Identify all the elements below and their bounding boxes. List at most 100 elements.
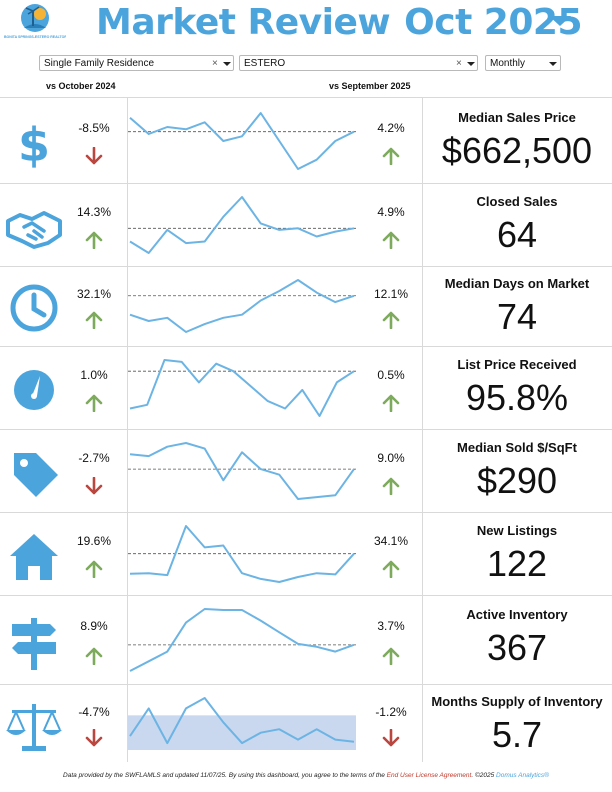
mom-change: 4.9% [377, 205, 405, 220]
trend-sparkline [128, 608, 356, 672]
eula-link[interactable]: End User License Agreement [386, 772, 472, 779]
metric-value: 5.7 [491, 714, 543, 756]
yoy-change: -2.7% [78, 451, 110, 466]
mom-change: -1.2% [375, 704, 407, 719]
metric-value: 95.8% [465, 376, 569, 418]
chevron-down-icon[interactable] [223, 62, 231, 66]
clear-icon[interactable]: × [456, 58, 462, 69]
area-select[interactable]: ESTERO × [239, 55, 478, 71]
house-icon [4, 526, 64, 586]
arrow-up-icon [382, 560, 400, 579]
metric-row: 19.6% 34.1% New Listings 122 [0, 513, 612, 595]
realtor-logo: BONITA SPRINGS-ESTERO REALTORS [4, 2, 66, 46]
normal-range-band [128, 715, 356, 750]
mom-change: 9.0% [377, 451, 405, 466]
yoy-change: 1.0% [80, 368, 108, 383]
row-divider [0, 429, 612, 430]
property-type-value: Single Family Residence [44, 58, 155, 69]
metric-value: $662,500 [441, 129, 593, 171]
yoy-change: 19.6% [76, 534, 112, 549]
footer-text: Data provided by the SWFLAMLS and update… [63, 772, 387, 779]
metric-row: -2.7% 9.0% Median Sold $/SqFt $290 [0, 430, 612, 512]
metric-label: Median Days on Market [444, 276, 590, 292]
trend-line [129, 608, 355, 672]
clock-icon [4, 278, 64, 338]
arrow-up-icon [85, 560, 103, 579]
clear-icon[interactable]: × [212, 58, 218, 69]
row-divider [0, 266, 612, 267]
row-divider [0, 512, 612, 513]
trend-line [129, 112, 355, 170]
arrow-up-icon [85, 647, 103, 665]
row-divider [0, 97, 612, 98]
metric-value: 122 [486, 542, 548, 584]
row-divider [0, 595, 612, 596]
yoy-header: vs October 2024 [46, 81, 116, 91]
yoy-change: 8.9% [80, 619, 108, 634]
metric-label: Median Sold $/SqFt [457, 439, 577, 455]
arrow-down-icon [85, 729, 103, 747]
logo-text: BONITA SPRINGS-ESTERO REALTORS [4, 35, 66, 39]
dollar-icon: $ [4, 113, 64, 173]
trend-sparkline [128, 279, 356, 333]
domus-link[interactable]: Domus Analytics® [496, 772, 549, 779]
arrow-up-icon [382, 647, 400, 665]
arrow-up-icon [382, 231, 400, 250]
metric-label: List Price Received [457, 356, 577, 372]
property-type-select[interactable]: Single Family Residence × [39, 55, 234, 71]
row-divider [0, 346, 612, 347]
metric-label: Months Supply of Inventory [431, 694, 603, 710]
page-title: Market Review Oct 2025 [96, 0, 583, 46]
arrow-up-icon [85, 231, 103, 250]
trend-line [129, 697, 355, 745]
yoy-change: 32.1% [76, 286, 112, 301]
svg-text:$: $ [18, 118, 50, 172]
row-divider [0, 183, 612, 184]
balance-scale-icon [4, 696, 64, 756]
period-value: Monthly [490, 58, 526, 69]
chevron-down-icon[interactable] [549, 62, 557, 66]
divider [422, 98, 423, 762]
mom-change: 12.1% [373, 286, 409, 301]
footer-text-2: . ©2025 [471, 772, 497, 779]
gauge-icon [4, 360, 64, 420]
metric-label: Active Inventory [466, 606, 568, 622]
mom-change: 3.7% [377, 619, 405, 634]
metric-value: 367 [486, 626, 548, 668]
trend-line [129, 279, 355, 333]
arrow-up-icon [382, 477, 400, 496]
metric-row: -4.7% -1.2% Months Supply of Inventory 5.7 [0, 685, 612, 763]
price-tag-icon [4, 443, 64, 503]
trend-sparkline [128, 112, 356, 170]
trend-line [129, 196, 355, 254]
arrow-up-icon [85, 394, 103, 413]
caret-down-icon[interactable] [549, 16, 571, 26]
chevron-down-icon[interactable] [467, 62, 475, 66]
metric-row: 14.3% 4.9% Closed Sales 64 [0, 184, 612, 266]
trend-line [129, 525, 355, 583]
trend-line [129, 442, 355, 500]
trend-sparkline [128, 359, 356, 417]
yoy-change: 14.3% [76, 205, 112, 220]
arrow-up-icon [382, 147, 400, 166]
metric-label: New Listings [476, 522, 558, 538]
metric-row: $ -8.5% 4.2% Median Sales Price $662,500 [0, 100, 612, 182]
arrow-down-icon [85, 146, 103, 165]
footer: Data provided by the SWFLAMLS and update… [0, 772, 612, 779]
mom-change: 34.1% [373, 534, 409, 549]
row-divider [0, 684, 612, 685]
metric-row: 8.9% 3.7% Active Inventory 367 [0, 596, 612, 684]
arrow-up-icon [85, 311, 103, 330]
area-value: ESTERO [244, 58, 286, 69]
metric-row: 1.0% 0.5% List Price Received 95.8% [0, 347, 612, 429]
mom-change: 0.5% [377, 368, 405, 383]
metric-value: 74 [496, 296, 538, 338]
trend-sparkline [128, 196, 356, 254]
divider [127, 98, 128, 762]
metric-label: Closed Sales [476, 193, 558, 209]
metric-label: Median Sales Price [458, 109, 576, 125]
trend-sparkline [128, 697, 356, 750]
yoy-change: -8.5% [78, 121, 110, 136]
arrow-up-icon [382, 311, 400, 330]
period-select[interactable]: Monthly [485, 55, 561, 71]
